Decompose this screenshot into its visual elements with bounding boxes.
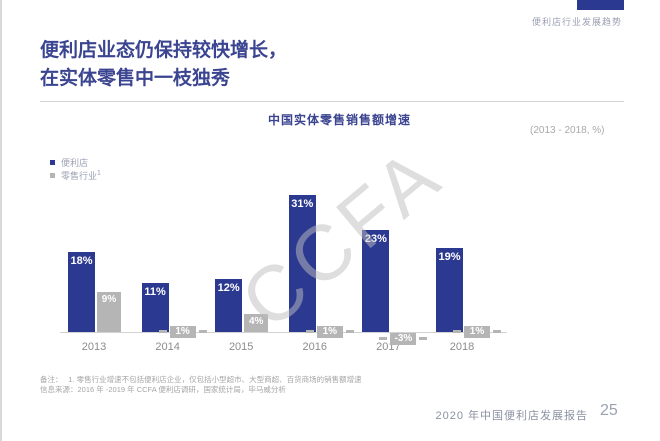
section-label: 便利店行业发展趋势 xyxy=(531,17,622,27)
bar-retail-industry: 9% xyxy=(97,292,121,332)
tag-dash-left xyxy=(305,330,314,333)
footnotes: 备注： 1. 零售行业增速不包括便利店企业，仅包括小型超市、大型商超、百货商场的… xyxy=(40,375,362,394)
x-axis-year-label: 2014 xyxy=(155,341,180,353)
bar-value-label: 23% xyxy=(364,233,387,245)
tag-dash-right xyxy=(345,330,354,333)
tag-dash-left xyxy=(158,330,167,333)
chart-subtitle: (2013 - 2018, %) xyxy=(530,125,605,136)
bar-convenience-store: 23% xyxy=(362,230,390,332)
bar-value-tag: 1% xyxy=(316,326,343,338)
footnote-line1: 备注： 1. 零售行业增速不包括便利店企业，仅包括小型超市、大型商超、百货商场的… xyxy=(40,375,362,384)
bar-convenience-store: 31% xyxy=(288,195,316,332)
page-title: 便利店业态仍保持较快增长， 在实体零售中一枝独秀 xyxy=(40,37,287,93)
footer-report-title: 2020 年中国便利店发展报告 xyxy=(435,410,588,422)
x-axis-year-label: 2015 xyxy=(228,341,254,353)
legend-swatch-gray xyxy=(50,173,55,178)
chart-legend: 便利店 零售行业1 xyxy=(50,156,101,182)
tag-dash-left xyxy=(379,337,388,340)
bar-value-label: 4% xyxy=(248,316,264,327)
tag-dash-right xyxy=(419,337,428,340)
bar-value-label: 31% xyxy=(291,198,314,210)
x-axis-line xyxy=(60,332,507,333)
tag-dash-right xyxy=(493,330,501,333)
bar-value-label: 18% xyxy=(70,255,93,267)
page-title-line1: 便利店业态仍保持较快增长， xyxy=(40,40,288,61)
legend-item-convenience-store: 便利店 xyxy=(50,156,101,169)
bar-value-label: 19% xyxy=(438,251,461,263)
corner-tab xyxy=(577,0,624,10)
bar-convenience-store: 12% xyxy=(215,279,243,332)
x-axis-year-label: 2013 xyxy=(81,341,107,353)
title-divider xyxy=(40,101,624,102)
legend-swatch-blue xyxy=(50,160,55,165)
bar-convenience-store: 11% xyxy=(141,283,169,332)
legend-label: 便利店 xyxy=(61,158,89,168)
bar-value-label: 11% xyxy=(144,286,166,298)
bar-value-label: 12% xyxy=(217,282,240,294)
legend-item-retail-industry: 零售行业1 xyxy=(50,169,101,182)
bar-value-tag: -3% xyxy=(390,333,417,345)
bar-value-tag: 1% xyxy=(464,326,490,338)
tag-dash-right xyxy=(198,330,207,333)
bar-value-label: 9% xyxy=(101,294,117,305)
footnote-line2: 信息来源：2016 年 -2019 年 CCFA 便利店调研，国家统计局，毕马威… xyxy=(40,384,286,394)
page-number: 25 xyxy=(600,402,618,419)
tag-dash-left xyxy=(453,330,461,333)
legend-label: 零售行业1 xyxy=(61,170,101,181)
bar-convenience-store: 19% xyxy=(436,248,463,332)
x-axis-year-label: 2016 xyxy=(302,341,328,353)
bar-value-tag: 1% xyxy=(169,326,196,338)
page-title-line2: 在实体零售中一枝独秀 xyxy=(40,68,231,89)
x-axis-year-label: 2018 xyxy=(449,341,475,353)
bar-retail-industry: 4% xyxy=(244,314,269,332)
bar-convenience-store: 18% xyxy=(68,252,95,332)
chart-title: 中国实体零售销售额增速 xyxy=(268,113,412,127)
